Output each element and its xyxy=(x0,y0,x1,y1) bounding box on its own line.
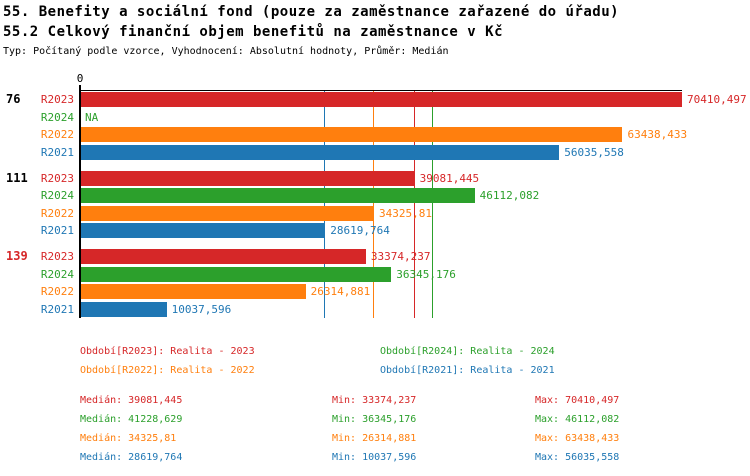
median-line-R2024 xyxy=(431,91,433,318)
row-label-R2021: R2021 xyxy=(40,302,74,316)
stat-max-R2021: Max: 56035,558 xyxy=(535,452,620,463)
bar-R2024-group-111 xyxy=(81,188,475,203)
bar-R2022-group-139 xyxy=(81,284,306,299)
x-axis-line xyxy=(80,90,682,91)
stat-max-R2024: Max: 46112,082 xyxy=(535,414,620,425)
stat-max-R2023: Max: 70410,497 xyxy=(535,395,620,406)
x-axis-origin-label: 0 xyxy=(76,72,84,85)
row-label-R2024: R2024 xyxy=(40,189,74,202)
group-label-139: 139 xyxy=(6,249,28,263)
legend-item-R2024: Období[R2024]: Realita - 2024 xyxy=(380,346,555,357)
value-label-R2021-group-111: 28619,764 xyxy=(330,224,390,237)
legend-item-R2023: Období[R2023]: Realita - 2023 xyxy=(80,346,255,357)
value-label-R2021-group-76: 56035,558 xyxy=(564,145,624,159)
stat-min-R2021: Min: 10037,596 xyxy=(332,452,417,463)
row-label-R2022: R2022 xyxy=(40,206,74,220)
median-line-R2021 xyxy=(324,91,326,318)
row-label-R2023: R2023 xyxy=(40,250,74,263)
stat-median-R2022: Medián: 34325,81 xyxy=(80,433,177,444)
row-label-R2022: R2022 xyxy=(40,285,74,298)
group-label-76: 76 xyxy=(6,92,21,106)
row-label-R2024: R2024 xyxy=(40,110,74,124)
value-label-R2023-group-139: 33374,237 xyxy=(370,250,431,263)
value-label-R2022-group-139: 26314,881 xyxy=(310,285,371,298)
row-label-R2023: R2023 xyxy=(40,93,74,106)
bar-R2023-group-139 xyxy=(81,249,366,264)
row-label-R2022: R2022 xyxy=(40,128,74,141)
value-label-R2023-group-76: 70410,497 xyxy=(687,93,747,106)
y-axis-line xyxy=(79,85,81,318)
legend-item-R2022: Období[R2022]: Realita - 2022 xyxy=(80,365,255,376)
bar-R2023-group-76 xyxy=(81,92,682,107)
bar-R2022-group-76 xyxy=(81,127,623,142)
chart-title-line2: 55.2 Celkový finanční objem benefitů na … xyxy=(3,24,504,40)
bar-R2021-group-111 xyxy=(81,223,326,238)
stat-median-R2023: Medián: 39081,445 xyxy=(80,395,183,406)
group-label-111: 111 xyxy=(6,170,28,185)
row-label-R2021: R2021 xyxy=(40,145,74,159)
stat-min-R2024: Min: 36345,176 xyxy=(332,414,417,425)
chart-title-line1: 55. Benefity a sociální fond (pouze za z… xyxy=(3,4,620,20)
chart-subtitle: Typ: Počítaný podle vzorce, Vyhodnocení:… xyxy=(3,46,449,57)
value-label-R2021-group-139: 10037,596 xyxy=(171,302,232,316)
value-label-R2024-group-139: 36345,176 xyxy=(396,267,456,281)
median-line-R2022 xyxy=(372,91,374,318)
value-label-R2022-group-76: 63438,433 xyxy=(627,128,688,141)
row-label-R2024: R2024 xyxy=(40,267,74,281)
median-line-R2023 xyxy=(413,91,415,318)
value-label-R2022-group-111: 34325,81 xyxy=(378,206,432,220)
value-label-R2023-group-111: 39081,445 xyxy=(419,171,480,185)
stat-max-R2022: Max: 63438,433 xyxy=(535,433,620,444)
bar-R2024-group-139 xyxy=(81,266,392,282)
row-label-R2021: R2021 xyxy=(40,224,74,237)
bar-R2023-group-111 xyxy=(81,170,415,186)
stat-min-R2022: Min: 26314,881 xyxy=(332,433,417,444)
bar-R2021-group-76 xyxy=(81,144,560,160)
legend-item-R2021: Období[R2021]: Realita - 2021 xyxy=(380,365,555,376)
value-label-R2024-group-111: 46112,082 xyxy=(479,189,540,202)
stat-median-R2024: Medián: 41228,629 xyxy=(80,414,183,425)
row-label-R2023: R2023 xyxy=(40,171,74,185)
bar-R2021-group-139 xyxy=(81,301,167,317)
stat-median-R2021: Medián: 28619,764 xyxy=(80,452,183,463)
stat-min-R2023: Min: 33374,237 xyxy=(332,395,417,406)
bar-R2022-group-111 xyxy=(81,205,374,221)
value-label-R2024-group-76: NA xyxy=(85,110,99,124)
